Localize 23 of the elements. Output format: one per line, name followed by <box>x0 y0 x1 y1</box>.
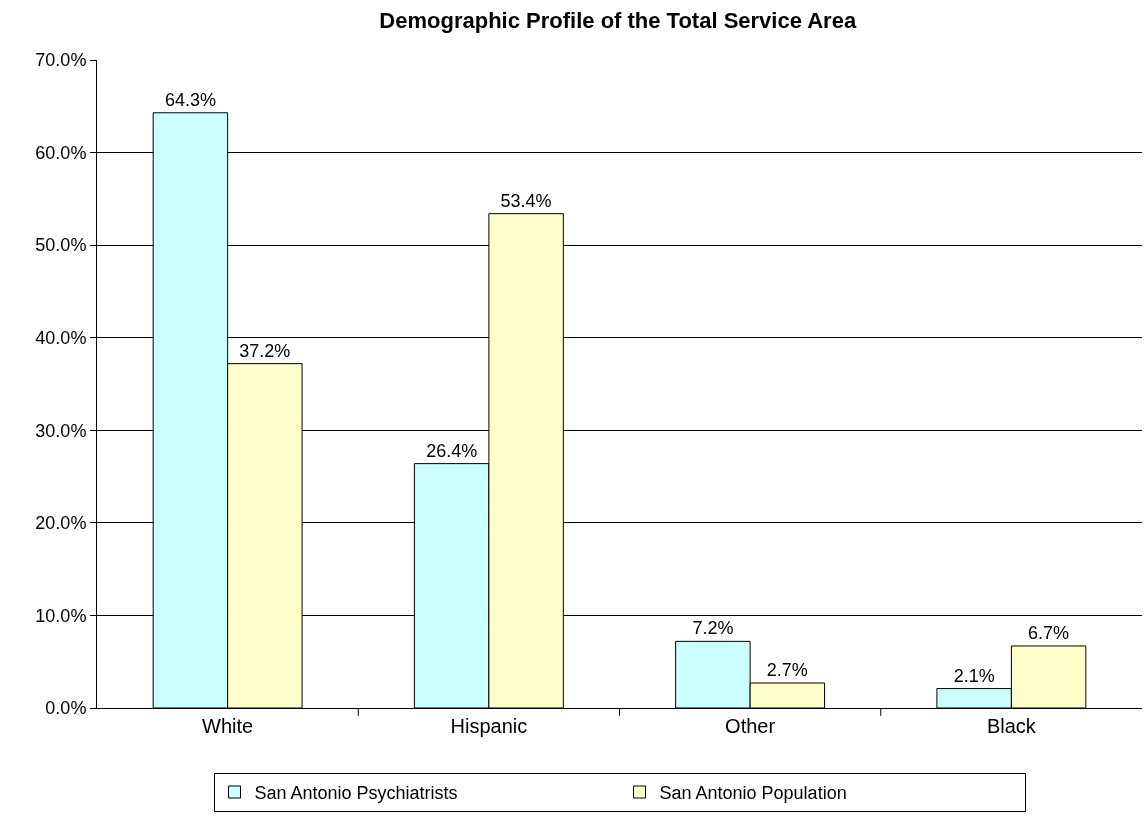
y-tick-label: 30.0% <box>35 420 87 441</box>
data-label: 26.4% <box>426 440 478 461</box>
data-label: 37.2% <box>239 340 291 361</box>
y-tick-label: 0.0% <box>45 698 87 719</box>
y-tick-label: 40.0% <box>35 328 87 349</box>
data-label: 2.7% <box>766 660 808 681</box>
data-label: 64.3% <box>164 89 216 110</box>
legend-label: San Antonio Psychiatrists <box>254 783 458 804</box>
x-tick-label: Black <box>986 715 1037 737</box>
data-label: 7.2% <box>692 618 734 639</box>
x-tick-label: White <box>202 715 254 737</box>
chart-title: Demographic Profile of the Total Service Area <box>379 7 857 33</box>
x-tick-label: Other <box>725 715 776 737</box>
y-tick-label: 60.0% <box>35 142 87 163</box>
y-tick-label: 70.0% <box>35 50 87 71</box>
y-tick-label: 20.0% <box>35 513 87 534</box>
data-label: 53.4% <box>500 190 552 211</box>
y-tick-label: 50.0% <box>35 235 87 256</box>
legend-label: San Antonio Population <box>659 783 847 804</box>
data-label: 6.7% <box>1028 622 1070 643</box>
data-label: 2.1% <box>953 665 995 686</box>
y-tick-label: 10.0% <box>35 605 87 626</box>
x-tick-label: Hispanic <box>450 715 528 737</box>
